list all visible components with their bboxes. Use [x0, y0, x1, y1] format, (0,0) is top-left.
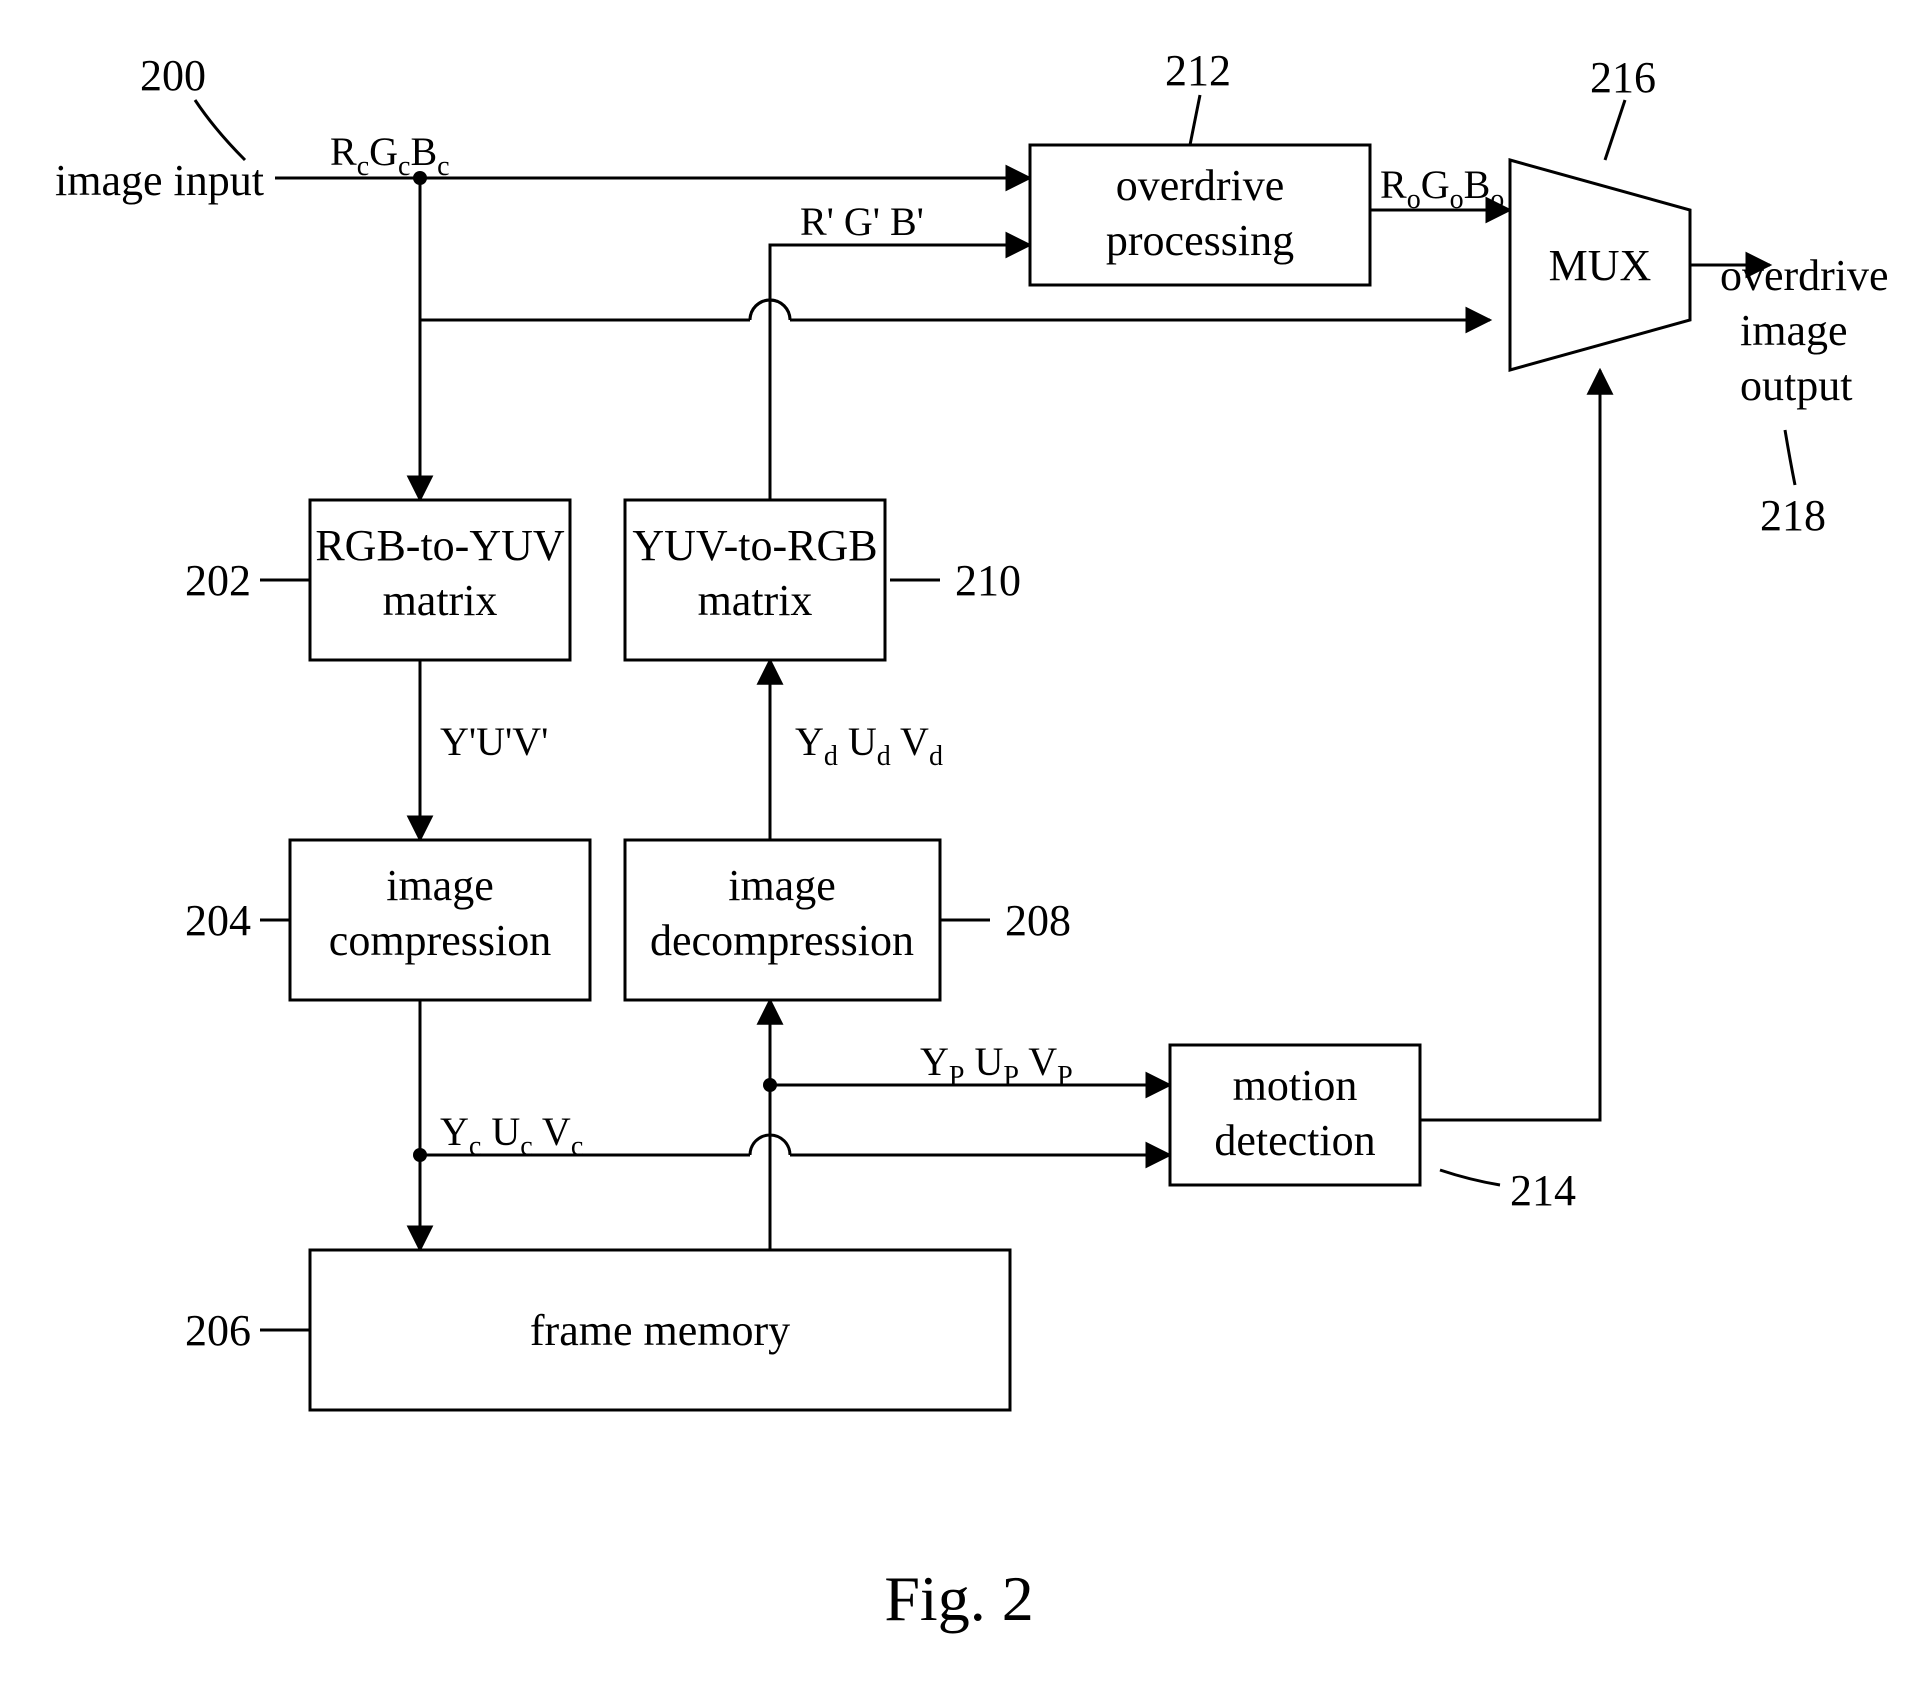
block-motion-label-l2: detection [1214, 1116, 1375, 1165]
block-compress-label-l1: image [386, 861, 494, 910]
leader-216 [1605, 100, 1625, 160]
ref-210: 210 [955, 556, 1021, 605]
block-decomp-label-l2: decompression [650, 916, 914, 965]
signal-rcgcbc: RcGcBc [330, 129, 450, 182]
ref-216: 216 [1590, 53, 1656, 102]
block-yuv2rgb-label-l1: YUV-to-RGB [632, 521, 877, 570]
block-overdrive-label-l1: overdrive [1116, 161, 1285, 210]
output-label-l1: overdrive [1720, 251, 1889, 300]
wire-rgbprime [770, 245, 1030, 500]
diagram-canvas: RGB-to-YUV matrix YUV-to-RGB matrix imag… [0, 0, 1918, 1708]
block-motion-label-l1: motion [1233, 1061, 1358, 1110]
block-compress-label-l2: compression [329, 916, 551, 965]
block-overdrive-label-l2: processing [1106, 216, 1294, 265]
ref-212: 212 [1165, 46, 1231, 95]
ref-214: 214 [1510, 1166, 1576, 1215]
figure-caption: Fig. 2 [884, 1563, 1033, 1634]
block-decomp-label-l1: image [728, 861, 836, 910]
ref-208: 208 [1005, 896, 1071, 945]
signal-yuvprime: Y'U'V' [440, 719, 548, 764]
block-frame-label: frame memory [530, 1306, 790, 1355]
block-rgb2yuv-label-l2: matrix [383, 576, 498, 625]
leader-218 [1785, 430, 1795, 485]
block-rgb2yuv-label-l1: RGB-to-YUV [315, 521, 565, 570]
block-mux-label: MUX [1549, 241, 1652, 290]
leader-200 [195, 100, 245, 160]
ref-202: 202 [185, 556, 251, 605]
signal-rogobo: RoGoBo [1380, 162, 1504, 215]
leader-214 [1440, 1170, 1500, 1185]
output-label-l3: output [1740, 361, 1852, 410]
ref-206: 206 [185, 1306, 251, 1355]
output-label-l2: image [1740, 306, 1848, 355]
wire-motion-to-mux [1420, 370, 1600, 1120]
ref-200: 200 [140, 51, 206, 100]
signal-ydudvd: Yd Ud Vd [795, 719, 943, 772]
block-yuv2rgb-label-l2: matrix [698, 576, 813, 625]
ref-204: 204 [185, 896, 251, 945]
input-label: image input [55, 156, 264, 205]
ref-218: 218 [1760, 491, 1826, 540]
leader-212 [1190, 95, 1200, 145]
signal-rgbprime: R' G' B' [800, 199, 924, 244]
